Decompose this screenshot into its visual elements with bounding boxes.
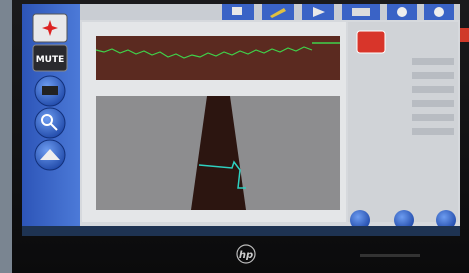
top-plot bbox=[96, 36, 340, 80]
monitor-buttons bbox=[360, 254, 420, 257]
field[interactable] bbox=[412, 86, 454, 93]
icon bbox=[397, 7, 407, 17]
field[interactable] bbox=[412, 58, 454, 65]
icon bbox=[232, 7, 242, 15]
field[interactable] bbox=[412, 72, 454, 79]
photo: MUTE hp bbox=[0, 0, 469, 273]
stop-button[interactable] bbox=[357, 31, 385, 53]
red-tab bbox=[460, 28, 469, 42]
taskbar bbox=[22, 226, 460, 236]
field[interactable] bbox=[412, 100, 454, 107]
mute-label: MUTE bbox=[36, 55, 65, 65]
icon bbox=[434, 7, 444, 17]
icon bbox=[42, 86, 58, 95]
page: MUTE hp (() => { const data = JSON.parse… bbox=[0, 0, 469, 273]
icon bbox=[352, 8, 370, 16]
brand-logo: hp bbox=[239, 250, 253, 261]
field[interactable] bbox=[412, 114, 454, 121]
field[interactable] bbox=[412, 128, 454, 135]
